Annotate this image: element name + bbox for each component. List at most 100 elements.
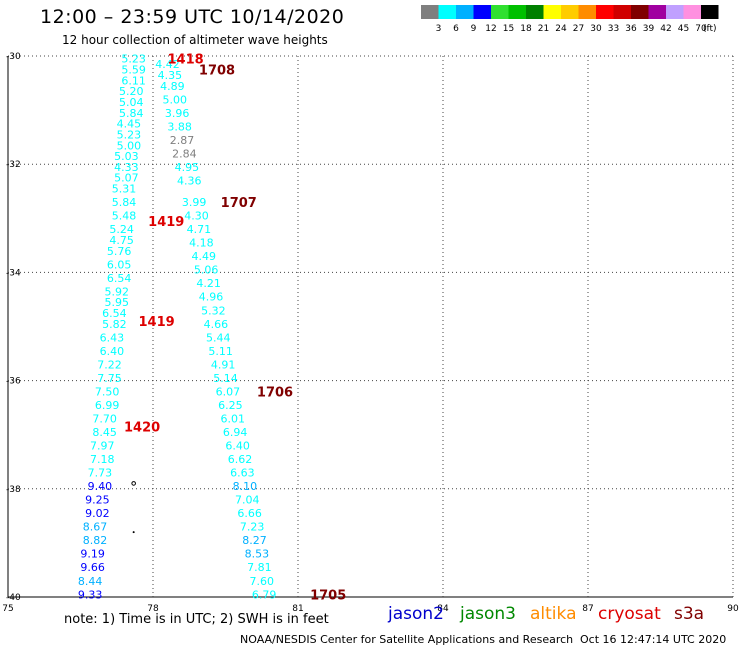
footer-credit: NOAA/NESDIS Center for Satellite Applica…: [240, 633, 574, 646]
wave-height-label: 5.04: [119, 96, 144, 109]
satellite-legend-jason2: jason2: [388, 604, 444, 624]
colorbar-label: 30: [590, 24, 602, 34]
wave-height-label: 6.25: [218, 399, 243, 412]
colorbar-swatch: [666, 5, 684, 19]
wave-height-label: 8.53: [245, 548, 270, 561]
wave-height-label: 6.63: [230, 467, 255, 480]
x-tick-label: 75: [2, 604, 13, 614]
point-marker: [132, 531, 135, 534]
colorbar-label: 9: [471, 24, 477, 34]
colorbar-label: 36: [625, 24, 637, 34]
wave-height-label: 4.75: [109, 234, 134, 247]
wave-height-label: 5.84: [112, 196, 137, 209]
wave-height-label: 9.33: [78, 588, 103, 601]
wave-height-label: 5.23: [121, 53, 146, 66]
wave-height-label: 5.32: [201, 304, 226, 317]
wave-height-label: 6.07: [216, 385, 241, 398]
wave-height-label: 4.30: [184, 210, 209, 223]
point-marker: [131, 481, 136, 486]
wave-height-label: 4.96: [199, 291, 224, 304]
wave-height-label: 3.96: [165, 107, 190, 120]
chart-subtitle: 12 hour collection of altimeter wave hei…: [62, 33, 328, 47]
colorbar-label: 6: [453, 24, 459, 34]
colorbar-swatch: [421, 5, 439, 19]
wave-height-label: 4.21: [196, 277, 221, 290]
wave-height-label: 9.25: [85, 494, 110, 507]
colorbar-label: 3: [436, 24, 442, 34]
colorbar-label: 33: [608, 24, 619, 34]
wave-height-label: 6.54: [107, 272, 132, 285]
wave-height-label: 6.66: [237, 507, 262, 520]
colorbar-label: 27: [573, 24, 584, 34]
wave-height-label: 4.66: [204, 318, 229, 331]
colorbar-swatch: [473, 5, 491, 19]
wave-height-label: 7.75: [97, 372, 122, 385]
wave-height-label: 4.33: [114, 161, 139, 174]
colorbar-label: 24: [555, 24, 567, 34]
wave-height-label: 5.59: [121, 64, 146, 77]
x-tick-label: 90: [727, 604, 739, 614]
y-tick-label: -32: [6, 160, 21, 170]
wave-height-label: 4.91: [211, 358, 236, 371]
colorbar-swatch: [631, 5, 649, 19]
wave-height-label: 8.45: [92, 426, 117, 439]
wave-height-label: 9.40: [88, 480, 113, 493]
satellite-legend-altika: altika: [530, 604, 577, 624]
time-label: 1419: [139, 315, 175, 330]
wave-height-label: 6.43: [100, 331, 125, 344]
time-label: 1707: [221, 196, 257, 211]
wave-height-label: 7.97: [90, 440, 115, 453]
colorbar-swatch: [613, 5, 631, 19]
wave-height-label: 6.40: [100, 345, 125, 358]
wave-height-label: 5.84: [119, 107, 144, 120]
wave-height-label: 5.00: [163, 93, 188, 106]
wave-height-label: 8.27: [242, 534, 267, 547]
wave-height-label: 7.23: [240, 521, 265, 534]
wave-height-label: 5.00: [117, 139, 142, 152]
wave-height-label: 5.76: [107, 245, 132, 258]
wave-height-label: 6.62: [228, 453, 253, 466]
x-tick-label: 78: [147, 604, 159, 614]
colorbar-swatch: [701, 5, 719, 19]
wave-height-label: 7.73: [88, 467, 113, 480]
satellite-legend-jason3: jason3: [460, 604, 516, 624]
colorbar-swatch: [508, 5, 526, 19]
colorbar-label: 45: [678, 24, 689, 34]
time-label: 1706: [257, 385, 293, 400]
wave-height-label: 5.24: [109, 223, 134, 236]
colorbar-label: 42: [660, 24, 671, 34]
colorbar-swatch: [438, 5, 456, 19]
colorbar-label: 21: [538, 24, 549, 34]
wave-height-label: 5.44: [206, 331, 231, 344]
wave-height-label: 5.03: [114, 150, 139, 163]
wave-height-label: 4.95: [175, 161, 200, 174]
wave-height-label: 8.82: [83, 534, 108, 547]
x-tick-label: 87: [582, 604, 593, 614]
wave-height-label: 7.81: [247, 561, 272, 574]
wave-height-label: 4.49: [192, 250, 217, 263]
wave-height-label: 8.67: [83, 521, 108, 534]
wave-height-label: 3.99: [182, 196, 207, 209]
colorbar-unit: (ft): [703, 24, 717, 34]
wave-height-label: 4.35: [158, 69, 183, 82]
wave-height-label: 7.50: [95, 385, 120, 398]
wave-height-label: 7.22: [97, 358, 122, 371]
y-tick-label: -30: [6, 52, 21, 62]
x-tick-label: 84: [437, 604, 449, 614]
wave-height-label: 5.95: [105, 296, 130, 309]
y-tick-label: -40: [6, 593, 21, 603]
colorbar-swatch: [456, 5, 474, 19]
wave-height-label: 9.66: [80, 561, 105, 574]
colorbar-swatch: [491, 5, 509, 19]
wave-height-label: 2.87: [170, 134, 195, 147]
time-label: 1420: [124, 421, 160, 436]
wave-height-label: 6.01: [221, 412, 246, 425]
wave-height-label: 5.06: [194, 264, 219, 277]
colorbar-swatch: [578, 5, 596, 19]
colorbar-swatch: [526, 5, 544, 19]
satellite-legend-cryosat: cryosat: [598, 604, 661, 624]
colorbar-swatch: [596, 5, 614, 19]
y-tick-label: -38: [6, 485, 21, 495]
y-tick-label: -34: [6, 268, 21, 278]
